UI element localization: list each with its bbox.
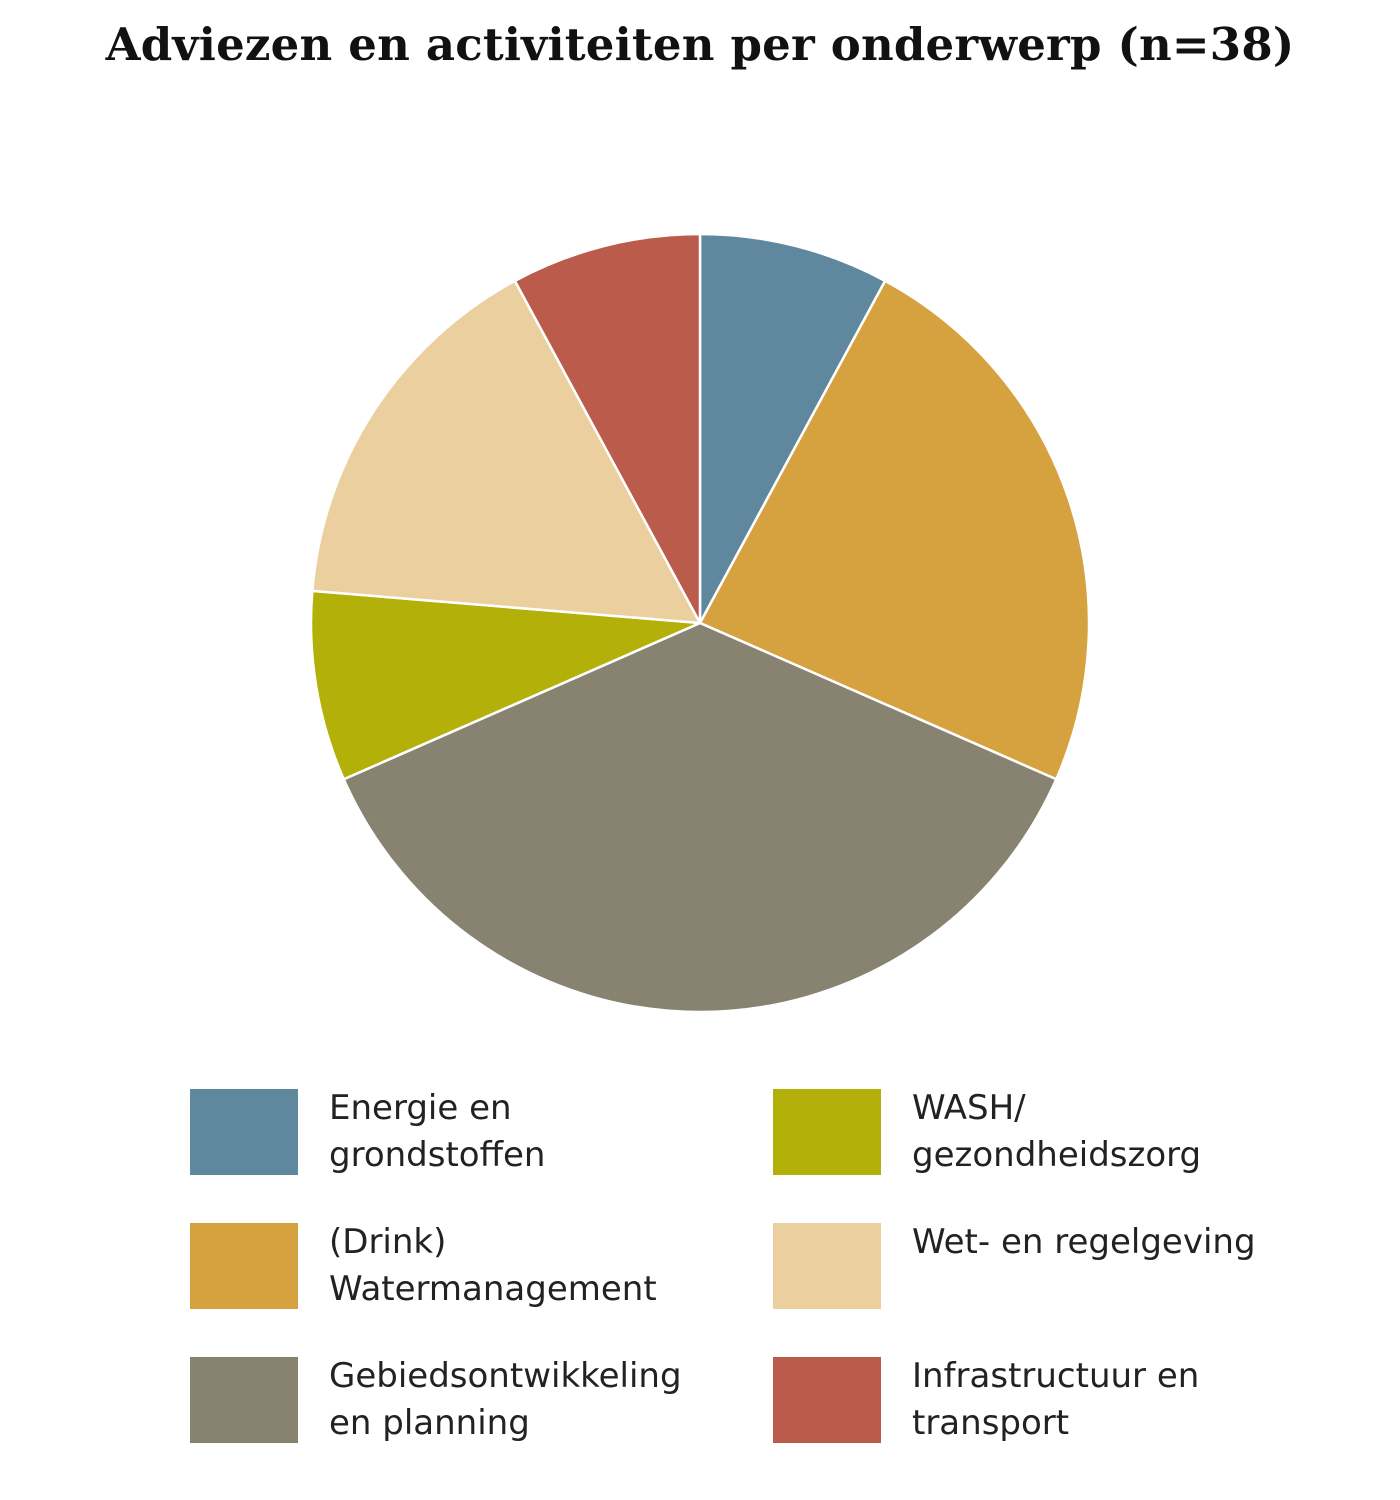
legend-swatch-energie <box>190 1089 298 1175</box>
pie-slice-wet-regelgeving <box>311 279 702 625</box>
legend-label-wet-regelgeving: Wet- en regelgeving <box>912 1222 1256 1262</box>
legend: Energie en grondstoffen (Drink) Waterman… <box>190 1085 1310 1465</box>
pie-slice-infrastructuur <box>513 232 702 625</box>
legend-item-energie: Energie en grondstoffen <box>190 1085 750 1195</box>
pie-slice-watermanagement <box>698 279 1091 781</box>
legend-swatch-watermanagement <box>190 1223 298 1309</box>
legend-item-infrastructuur: Infrastructuur en transport <box>773 1353 1333 1463</box>
legend-label-gebiedsontwikkeling: Gebiedsontwikkeling en planning <box>329 1356 682 1443</box>
pie-slice-gebiedsontwikkeling <box>342 621 1058 1014</box>
legend-label-energie: Energie en grondstoffen <box>329 1088 546 1175</box>
pie-chart <box>309 232 1091 1014</box>
legend-item-watermanagement: (Drink) Watermanagement <box>190 1219 750 1329</box>
pie-slice-wash <box>309 589 702 781</box>
pie-slice-energie <box>698 232 887 625</box>
legend-swatch-gebiedsontwikkeling <box>190 1357 298 1443</box>
legend-swatch-infrastructuur <box>773 1357 881 1443</box>
legend-item-gebiedsontwikkeling: Gebiedsontwikkeling en planning <box>190 1353 750 1463</box>
legend-label-wash: WASH/ gezondheidszorg <box>912 1088 1202 1175</box>
legend-item-wash: WASH/ gezondheidszorg <box>773 1085 1333 1195</box>
chart-title: Adviezen en activiteiten per onderwerp (… <box>105 18 1295 71</box>
legend-label-watermanagement: (Drink) Watermanagement <box>329 1222 657 1309</box>
legend-swatch-wet-regelgeving <box>773 1223 881 1309</box>
legend-label-infrastructuur: Infrastructuur en transport <box>912 1356 1200 1443</box>
legend-swatch-wash <box>773 1089 881 1175</box>
legend-item-wet-regelgeving: Wet- en regelgeving <box>773 1219 1333 1329</box>
